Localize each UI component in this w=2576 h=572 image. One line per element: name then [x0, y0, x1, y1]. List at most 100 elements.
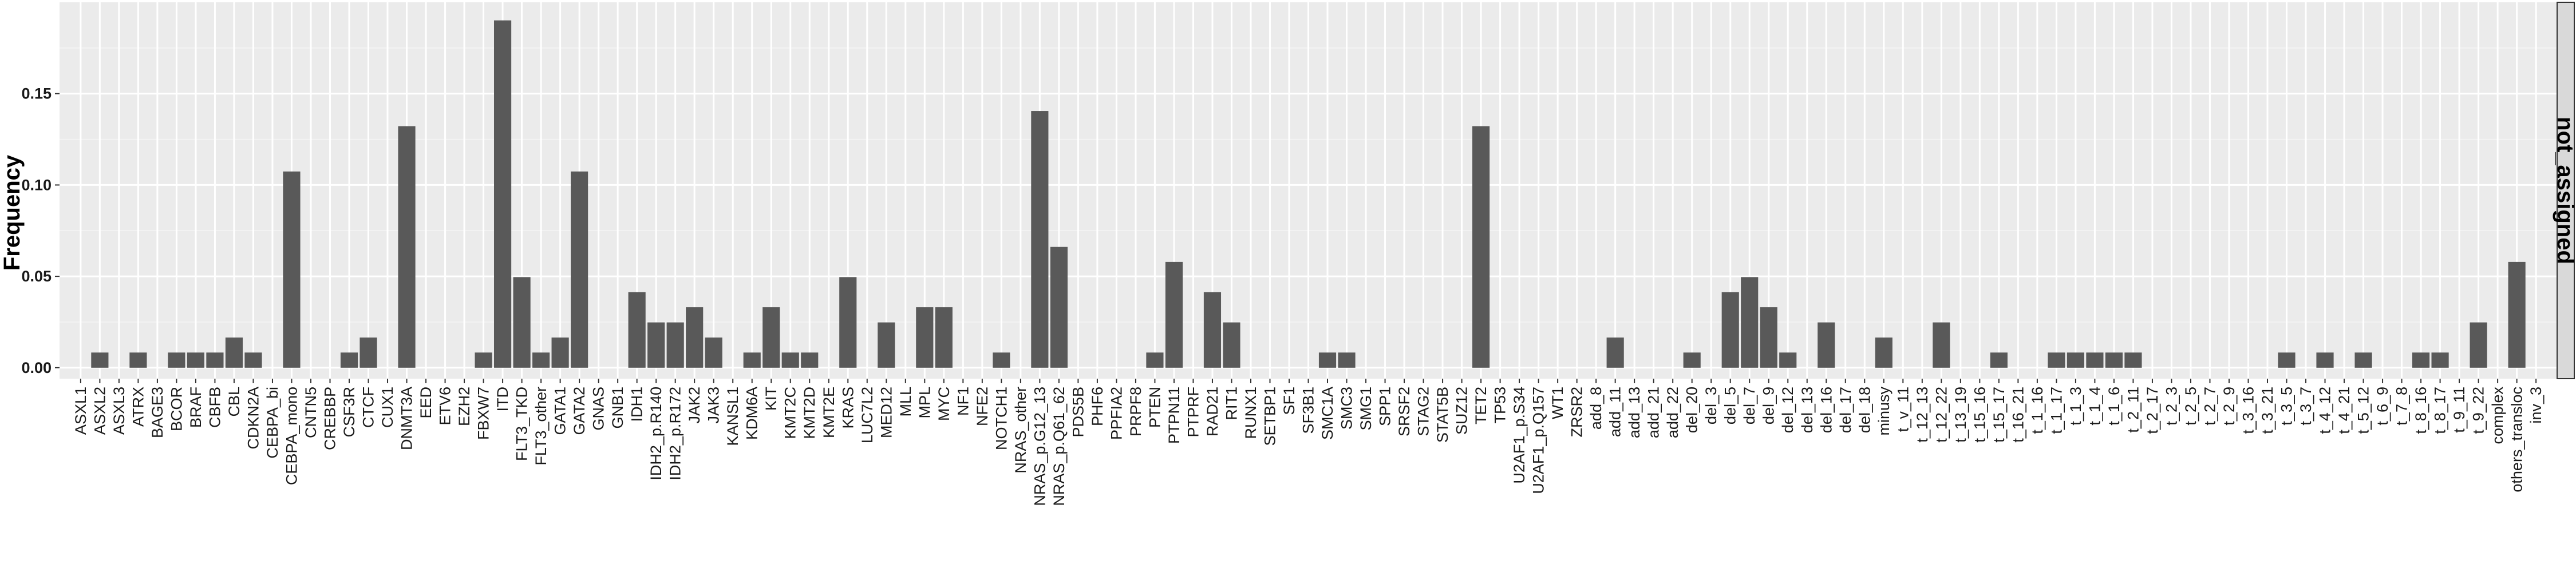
y-axis-ticks: 0.00 0.05 0.10 0.15 [21, 85, 60, 376]
x-tick-label: add_22 [1664, 387, 1681, 438]
x-tick-label: STAT5B [1434, 387, 1451, 443]
bar [666, 322, 684, 368]
x-tick-label: t_v_11 [1894, 387, 1911, 432]
x-tick-label: IDH2_p.R140 [647, 387, 665, 480]
x-tick-label: LUC7L2 [859, 387, 876, 443]
x-tick-label: t_1_16 [2029, 387, 2046, 434]
x-tick-label: RUNX1 [1242, 387, 1259, 439]
x-tick-label: CEBPA_bi [264, 387, 281, 459]
x-tick-label: CBL [226, 387, 243, 417]
x-tick-label: KDM6A [744, 387, 761, 440]
x-tick-label: SRSF2 [1396, 387, 1413, 436]
bar [244, 352, 262, 368]
x-tick-label: t_2_17 [2144, 387, 2161, 434]
x-tick-label: NRAS_p.G12_13 [1031, 387, 1048, 506]
x-tick-label: NRAS_p.Q61_62 [1050, 387, 1068, 506]
x-tick-label: IDH1 [629, 387, 646, 422]
bar [1031, 111, 1049, 368]
bar [91, 352, 109, 368]
bar [1760, 307, 1777, 368]
x-tick-label: EZH2 [456, 387, 473, 426]
bar [1318, 352, 1337, 368]
bar [1721, 292, 1739, 368]
x-tick-label: ASXL1 [72, 387, 89, 435]
x-tick-label: t_2_9 [2221, 387, 2238, 426]
bar [1203, 292, 1222, 368]
x-tick-label: U2AF1_p.Q157 [1530, 387, 1547, 494]
bar [878, 322, 895, 368]
x-tick-label: del_12 [1779, 387, 1796, 433]
x-tick-label: SUZ12 [1453, 387, 1471, 435]
facet-strip [2557, 2, 2575, 379]
x-tick-label: t_4_21 [2336, 387, 2353, 434]
bar [2431, 352, 2449, 368]
bar [2278, 352, 2296, 368]
x-tick-label: SPP1 [1377, 387, 1394, 426]
bar [283, 171, 301, 368]
x-tick-label: del_17 [1837, 387, 1854, 433]
x-tick-label: SMG1 [1357, 387, 1374, 431]
x-tick-label: del_18 [1856, 387, 1873, 433]
bar [647, 322, 665, 368]
x-tick-label: WT1 [1549, 387, 1566, 419]
x-tick-label: ETV6 [437, 387, 454, 426]
bar [1990, 352, 2008, 368]
bar [340, 352, 358, 368]
y-tick-label: 0.00 [21, 359, 52, 376]
x-tick-label: NOTCH1 [993, 387, 1010, 450]
x-tick-label: t_3_21 [2259, 387, 2276, 434]
x-tick-label: ASXL2 [91, 387, 108, 435]
x-tick-label: PHF6 [1089, 387, 1106, 426]
x-tick-label: t_4_12 [2317, 387, 2334, 434]
x-tick-label: add_13 [1626, 387, 1643, 438]
bar [2048, 352, 2065, 368]
x-tick-label: t_3_5 [2278, 387, 2296, 426]
x-tick-label: FBXW7 [475, 387, 492, 440]
x-tick-label: PDS5B [1069, 387, 1086, 438]
x-tick-label: PTPRF [1184, 387, 1202, 438]
bar [2086, 352, 2104, 368]
x-tick-label: PRPF8 [1127, 387, 1144, 436]
x-tick-label: PTPN11 [1165, 387, 1183, 444]
bar [1165, 261, 1183, 368]
x-tick-label: STAG2 [1415, 387, 1432, 436]
x-tick-label: add_8 [1587, 387, 1605, 430]
bar [916, 307, 934, 368]
x-tick-label: del_13 [1799, 387, 1816, 433]
bar [359, 337, 377, 368]
x-tick-label: complex [2489, 387, 2506, 444]
x-tick-label: BRAF [187, 387, 204, 428]
x-tick-label: t_16_21 [2009, 387, 2026, 443]
bar [1472, 126, 1490, 368]
bar [686, 307, 704, 368]
facet-strip-label: not_assigned [2553, 117, 2576, 264]
x-tick-label: PTEN [1146, 387, 1163, 428]
bar [2124, 352, 2142, 368]
x-tick-label: ZRSR2 [1568, 387, 1586, 438]
x-tick-label: KMT2C [782, 387, 799, 439]
x-tick-label: del_20 [1684, 387, 1701, 433]
x-tick-label: t_3_7 [2297, 387, 2314, 426]
x-tick-label: BAGE3 [149, 387, 166, 438]
x-tick-label: GNB1 [609, 387, 626, 429]
x-tick-label: SMC3 [1338, 387, 1356, 430]
x-tick-label: GATA1 [552, 387, 569, 435]
bar [1818, 322, 1835, 368]
x-tick-label: t_15_16 [1971, 387, 1988, 443]
x-tick-label: RAD21 [1204, 387, 1221, 436]
bar [1223, 322, 1240, 368]
x-tick-label: t_2_7 [2201, 387, 2218, 426]
x-tick-label: PPFIA2 [1108, 387, 1125, 440]
x-tick-label: minusy [1875, 387, 1893, 436]
x-tick-label: GATA2 [571, 387, 588, 435]
x-tick-label: del_3 [1702, 387, 1720, 424]
x-tick-label: NF1 [954, 387, 971, 416]
x-tick-label: SF1 [1281, 387, 1298, 415]
x-tick-label: NRAS_other [1012, 387, 1029, 474]
x-tick-label: KMT2E [820, 387, 837, 438]
bar [2105, 352, 2123, 368]
bar [1050, 247, 1068, 368]
bar [1933, 322, 1950, 368]
x-axis-ticks: ASXL1 ASXL2 ASXL3 ATRX BAGE3 BCOR BRAF CBFB CBL C… [72, 379, 2545, 506]
x-tick-label: KANSL1 [724, 387, 741, 446]
